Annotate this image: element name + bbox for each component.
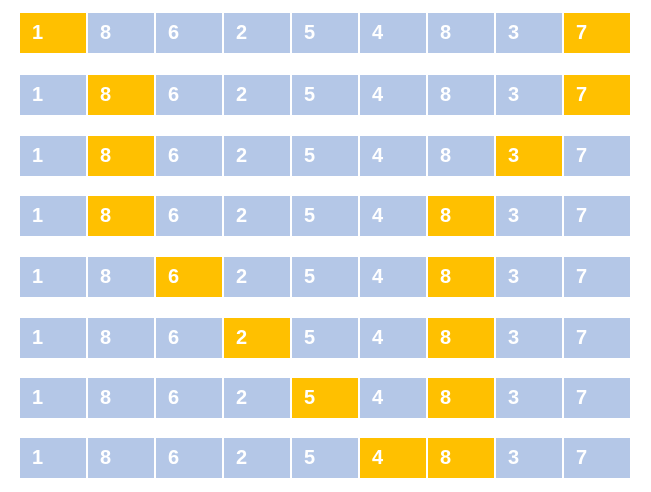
array-cell: 5: [292, 257, 358, 297]
array-cell: 6: [156, 13, 222, 53]
array-cell: 8: [428, 318, 494, 358]
array-cell: 8: [428, 75, 494, 115]
array-cell: 4: [360, 378, 426, 418]
array-cell: 3: [496, 318, 562, 358]
array-cell: 8: [88, 13, 154, 53]
array-cell: 8: [88, 75, 154, 115]
array-cell: 1: [20, 438, 86, 478]
array-cell: 8: [428, 136, 494, 176]
array-cell: 2: [224, 378, 290, 418]
array-cell: 3: [496, 136, 562, 176]
array-cell: 7: [564, 318, 630, 358]
array-cell: 3: [496, 75, 562, 115]
array-cell: 6: [156, 136, 222, 176]
array-cell: 5: [292, 75, 358, 115]
array-cell: 1: [20, 136, 86, 176]
array-cell: 8: [428, 438, 494, 478]
array-cell: 2: [224, 318, 290, 358]
array-cell: 7: [564, 438, 630, 478]
array-cell: 4: [360, 318, 426, 358]
array-cell: 8: [88, 318, 154, 358]
array-cell: 4: [360, 13, 426, 53]
array-cell: 6: [156, 196, 222, 236]
array-cell: 3: [496, 13, 562, 53]
array-cell: 8: [88, 378, 154, 418]
array-cell: 2: [224, 13, 290, 53]
array-cell: 6: [156, 75, 222, 115]
array-cell: 6: [156, 318, 222, 358]
array-cell: 3: [496, 257, 562, 297]
array-cell: 5: [292, 13, 358, 53]
array-cell: 8: [88, 136, 154, 176]
array-cell: 7: [564, 196, 630, 236]
array-cell: 7: [564, 75, 630, 115]
array-cell: 6: [156, 438, 222, 478]
array-cell: 1: [20, 13, 86, 53]
array-cell: 4: [360, 196, 426, 236]
array-cell: 7: [564, 378, 630, 418]
array-cell: 1: [20, 378, 86, 418]
array-cell: 5: [292, 438, 358, 478]
array-cell: 2: [224, 438, 290, 478]
array-cell: 4: [360, 438, 426, 478]
array-cell: 5: [292, 196, 358, 236]
array-cell: 8: [88, 257, 154, 297]
array-cell: 8: [88, 196, 154, 236]
array-cell: 4: [360, 75, 426, 115]
array-cell: 7: [564, 136, 630, 176]
array-cell: 7: [564, 13, 630, 53]
array-cell: 5: [292, 318, 358, 358]
array-cell: 8: [88, 438, 154, 478]
array-cell: 8: [428, 196, 494, 236]
array-cell: 1: [20, 196, 86, 236]
array-cell: 7: [564, 257, 630, 297]
array-cell: 5: [292, 378, 358, 418]
array-cell: 1: [20, 257, 86, 297]
array-cell: 8: [428, 257, 494, 297]
array-cell: 4: [360, 136, 426, 176]
array-cell: 2: [224, 257, 290, 297]
array-cell: 2: [224, 136, 290, 176]
array-cell: 1: [20, 75, 86, 115]
array-cell: 3: [496, 378, 562, 418]
array-cell: 1: [20, 318, 86, 358]
array-cell: 5: [292, 136, 358, 176]
array-cell: 2: [224, 75, 290, 115]
array-cell: 2: [224, 196, 290, 236]
array-cell: 4: [360, 257, 426, 297]
array-cell: 8: [428, 378, 494, 418]
array-cell: 6: [156, 378, 222, 418]
array-cell: 8: [428, 13, 494, 53]
array-cell: 3: [496, 196, 562, 236]
array-cell: 6: [156, 257, 222, 297]
array-cell: 3: [496, 438, 562, 478]
